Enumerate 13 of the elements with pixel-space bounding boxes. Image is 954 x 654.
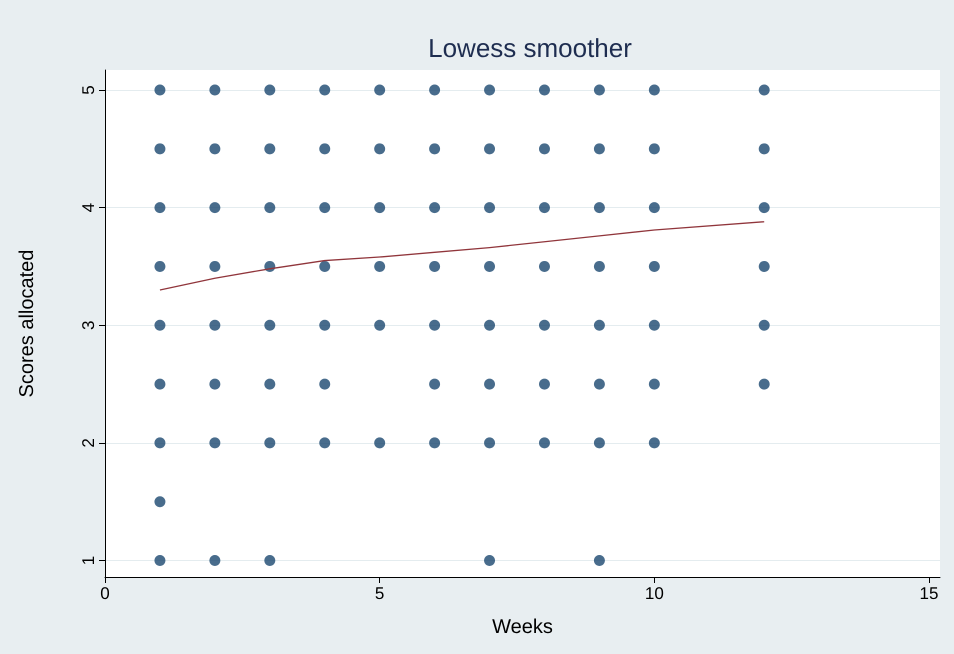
y-tick-label: 1 xyxy=(79,556,98,566)
x-axis-title: Weeks xyxy=(492,616,553,638)
y-axis-title: Scores allocated xyxy=(16,250,38,398)
chart-title: Lowess smoother xyxy=(428,33,632,63)
x-tick-label: 5 xyxy=(374,584,384,603)
line-series xyxy=(159,221,765,291)
y-tick-label: 3 xyxy=(79,320,98,330)
y-tick-label: 5 xyxy=(79,85,98,95)
y-tick-label: 2 xyxy=(79,438,98,448)
x-tick-label: 10 xyxy=(644,584,664,603)
y-tick-label: 4 xyxy=(79,202,98,212)
x-tick-label: 15 xyxy=(920,584,938,603)
x-tick-label: 0 xyxy=(100,584,110,603)
